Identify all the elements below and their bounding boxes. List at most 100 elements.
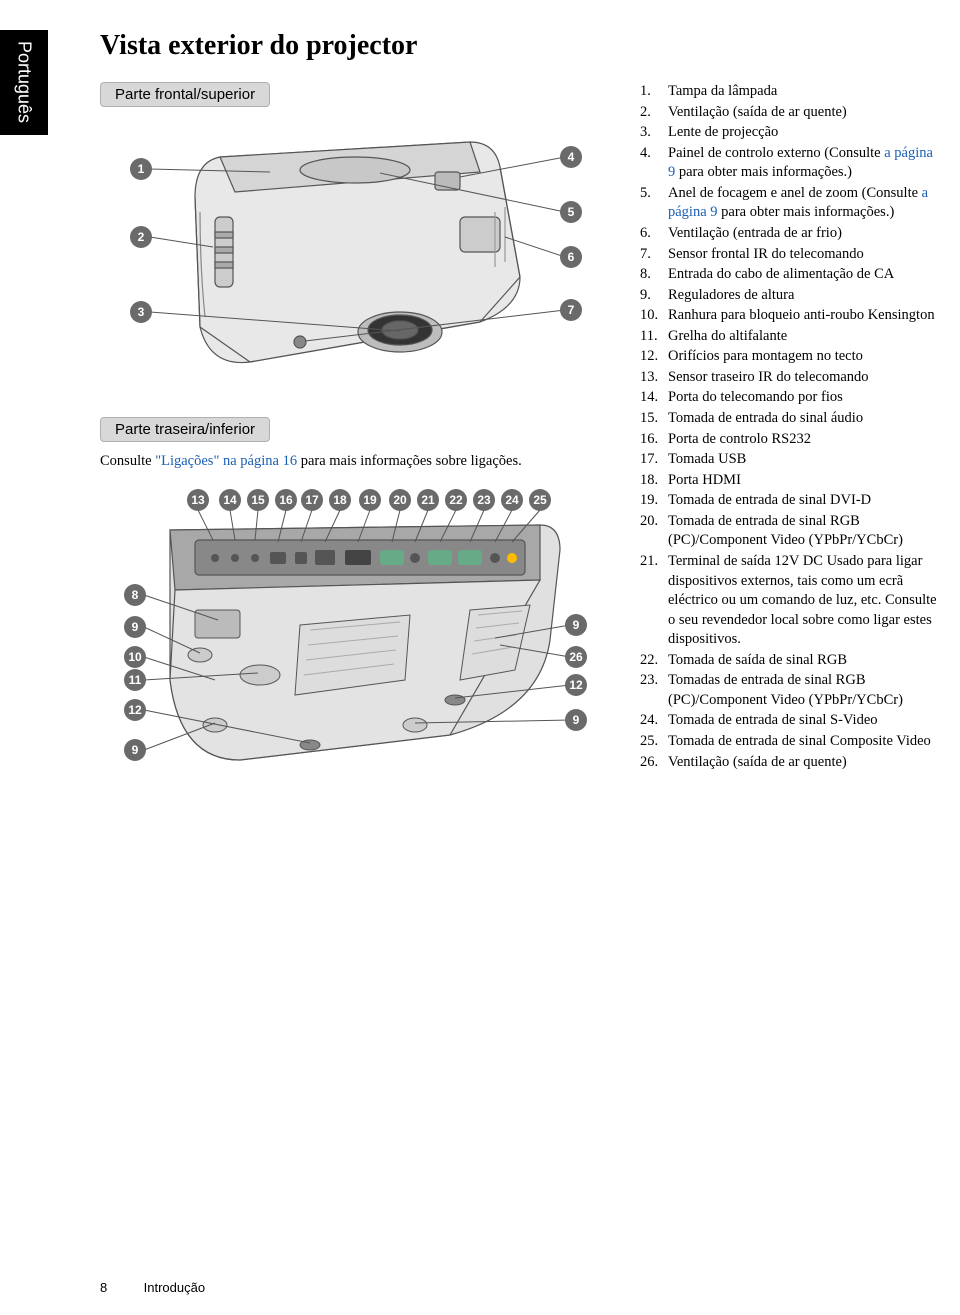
callout: 17 [301, 489, 323, 511]
parts-item-text: Terminal de saída 12V DC Usado para liga… [668, 552, 940, 650]
parts-item: 6.Ventilação (entrada de ar frio) [640, 224, 940, 244]
parts-item-number: 24. [640, 711, 668, 731]
parts-item-number: 8. [640, 265, 668, 285]
parts-item: 26.Ventilação (saída de ar quente) [640, 753, 940, 773]
parts-item-text: Tomada USB [668, 450, 940, 470]
parts-list: 1.Tampa da lâmpada2.Ventilação (saída de… [640, 82, 940, 772]
callout: 26 [565, 646, 587, 668]
parts-item-number: 3. [640, 123, 668, 143]
parts-item-number: 1. [640, 82, 668, 102]
parts-item: 13.Sensor traseiro IR do telecomando [640, 368, 940, 388]
parts-item-text: Lente de projecção [668, 123, 940, 143]
parts-item-text: Tomada de entrada do sinal áudio [668, 409, 940, 429]
footer-section: Introdução [144, 1280, 205, 1295]
parts-item-number: 22. [640, 651, 668, 671]
parts-item-text: Entrada do cabo de alimentação de CA [668, 265, 940, 285]
callout: 12 [565, 674, 587, 696]
callout: 11 [124, 669, 146, 691]
parts-item-number: 15. [640, 409, 668, 429]
callout-1: 1 [130, 158, 152, 180]
parts-item-number: 9. [640, 286, 668, 306]
callout: 9 [124, 739, 146, 761]
callout: 10 [124, 646, 146, 668]
parts-item-number: 26. [640, 753, 668, 773]
rear-note-pre: Consulte [100, 453, 155, 469]
parts-item-number: 23. [640, 671, 668, 710]
parts-item: 20.Tomada de entrada de sinal RGB (PC)/C… [640, 512, 940, 551]
parts-item-text: Reguladores de altura [668, 286, 940, 306]
callout: 20 [389, 489, 411, 511]
parts-item-number: 13. [640, 368, 668, 388]
callout: 16 [275, 489, 297, 511]
parts-item: 5.Anel de focagem e anel de zoom (Consul… [640, 184, 940, 223]
parts-item-text: Porta de controlo RS232 [668, 430, 940, 450]
parts-item-text: Tomada de entrada de sinal S-Video [668, 711, 940, 731]
parts-item-number: 18. [640, 471, 668, 491]
parts-item-text: Grelha do altifalante [668, 327, 940, 347]
parts-item-text: Tampa da lâmpada [668, 82, 940, 102]
parts-item-text: Painel de controlo externo (Consulte a p… [668, 144, 940, 183]
parts-item: 24.Tomada de entrada de sinal S-Video [640, 711, 940, 731]
parts-item: 10.Ranhura para bloqueio anti-roubo Kens… [640, 306, 940, 326]
parts-item: 12.Orifícios para montagem no tecto [640, 347, 940, 367]
parts-item-number: 10. [640, 306, 668, 326]
callout: 9 [124, 616, 146, 638]
callout: 22 [445, 489, 467, 511]
parts-item-text: Porta do telecomando por fios [668, 388, 940, 408]
callout: 13 [187, 489, 209, 511]
parts-item: 18.Porta HDMI [640, 471, 940, 491]
parts-item-text: Tomada de entrada de sinal Composite Vid… [668, 732, 940, 752]
rear-note-link[interactable]: "Ligações" na página 16 [155, 453, 297, 469]
parts-item: 4.Painel de controlo externo (Consulte a… [640, 144, 940, 183]
parts-item-number: 19. [640, 491, 668, 511]
callout: 21 [417, 489, 439, 511]
parts-item-text: Tomadas de entrada de sinal RGB (PC)/Com… [668, 671, 940, 710]
diagrams-column: Parte frontal/superior [100, 82, 610, 780]
language-tab: Português [0, 30, 48, 135]
parts-item: 22.Tomada de saída de sinal RGB [640, 651, 940, 671]
parts-item-text: Tomada de entrada de sinal RGB (PC)/Comp… [668, 512, 940, 551]
parts-item: 15.Tomada de entrada do sinal áudio [640, 409, 940, 429]
parts-item: 21.Terminal de saída 12V DC Usado para l… [640, 552, 940, 650]
callout-5: 5 [560, 201, 582, 223]
parts-item-number: 11. [640, 327, 668, 347]
parts-column: 1.Tampa da lâmpada2.Ventilação (saída de… [640, 82, 940, 780]
callout: 23 [473, 489, 495, 511]
callout-3: 3 [130, 301, 152, 323]
callout: 25 [529, 489, 551, 511]
callout: 12 [124, 699, 146, 721]
parts-item-text: Tomada de saída de sinal RGB [668, 651, 940, 671]
parts-item: 16.Porta de controlo RS232 [640, 430, 940, 450]
callout: 15 [247, 489, 269, 511]
parts-item-number: 6. [640, 224, 668, 244]
page-content: Vista exterior do projector Parte fronta… [100, 30, 940, 780]
callout-6: 6 [560, 246, 582, 268]
callout-7: 7 [560, 299, 582, 321]
callout-4: 4 [560, 146, 582, 168]
parts-item-number: 21. [640, 552, 668, 650]
parts-item-text: Anel de focagem e anel de zoom (Consulte… [668, 184, 940, 223]
parts-item-number: 4. [640, 144, 668, 183]
parts-item-number: 5. [640, 184, 668, 223]
callout: 18 [329, 489, 351, 511]
rear-header: Parte traseira/inferior [100, 417, 270, 442]
callout: 19 [359, 489, 381, 511]
projector-rear-svg [100, 480, 610, 780]
parts-item: 11.Grelha do altifalante [640, 327, 940, 347]
parts-item: 14.Porta do telecomando por fios [640, 388, 940, 408]
footer-page: 8 [100, 1280, 140, 1295]
rear-diagram: 13 14 15 16 17 18 19 20 21 22 23 24 25 8… [100, 480, 610, 780]
page-title: Vista exterior do projector [100, 30, 940, 62]
parts-item-text: Ranhura para bloqueio anti-roubo Kensing… [668, 306, 940, 326]
parts-item-text: Sensor frontal IR do telecomando [668, 245, 940, 265]
parts-item: 17.Tomada USB [640, 450, 940, 470]
parts-item-number: 14. [640, 388, 668, 408]
callout: 9 [565, 614, 587, 636]
parts-item-text: Ventilação (entrada de ar frio) [668, 224, 940, 244]
callout: 8 [124, 584, 146, 606]
parts-item-text: Ventilação (saída de ar quente) [668, 753, 940, 773]
parts-item-text: Orifícios para montagem no tecto [668, 347, 940, 367]
footer: 8 Introdução [100, 1280, 205, 1295]
parts-item: 8.Entrada do cabo de alimentação de CA [640, 265, 940, 285]
parts-item-number: 25. [640, 732, 668, 752]
